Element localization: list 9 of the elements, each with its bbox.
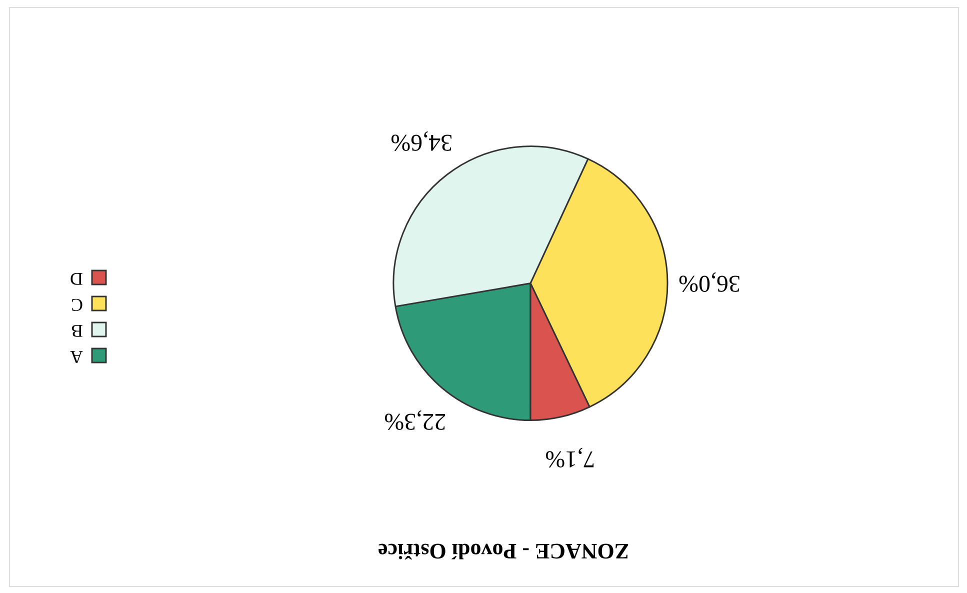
- legend-label: A: [70, 346, 83, 367]
- data-label: 7,1%: [545, 446, 596, 472]
- data-label: 22,3%: [384, 408, 446, 434]
- data-label: 36,0%: [678, 270, 740, 296]
- legend-label: C: [70, 294, 83, 315]
- data-label: 34,6%: [390, 128, 453, 155]
- text: ZONACE - Povodí Ostřice: [378, 539, 630, 564]
- legend-label: B: [70, 320, 83, 341]
- legend-label: D: [70, 268, 83, 289]
